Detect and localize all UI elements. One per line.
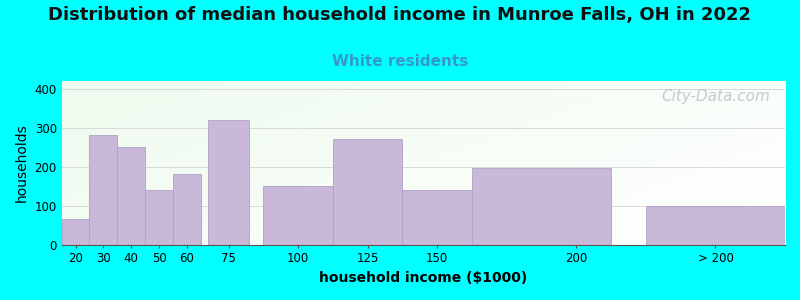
- Text: Distribution of median household income in Munroe Falls, OH in 2022: Distribution of median household income …: [49, 6, 751, 24]
- Bar: [333, 139, 402, 245]
- Y-axis label: households: households: [15, 124, 29, 202]
- Bar: [263, 185, 333, 245]
- Bar: [208, 120, 250, 245]
- Bar: [90, 135, 118, 245]
- Bar: [62, 220, 90, 245]
- Bar: [402, 190, 472, 245]
- X-axis label: household income ($1000): household income ($1000): [319, 271, 527, 285]
- Text: City-Data.com: City-Data.com: [662, 89, 770, 104]
- Bar: [145, 190, 173, 245]
- Bar: [646, 206, 785, 245]
- Bar: [173, 174, 201, 245]
- Text: White residents: White residents: [332, 54, 468, 69]
- Bar: [118, 146, 145, 245]
- Bar: [472, 168, 611, 245]
